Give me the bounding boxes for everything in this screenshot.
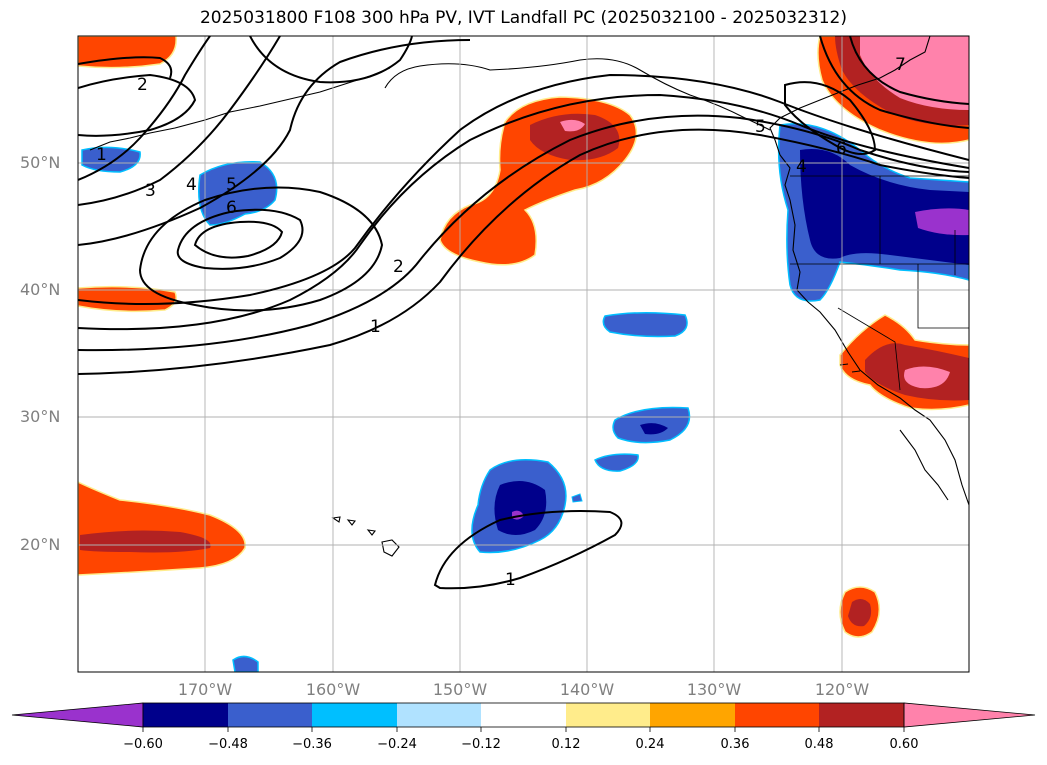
gridlines [78,36,969,672]
lon-label: 120°W [814,680,870,699]
lat-label: 20°N [20,535,61,554]
contour-1 [78,128,969,375]
colorbar-tick-label: 0.60 [889,737,919,752]
colorbar-tick-label: −0.24 [377,737,417,752]
colorbar-bin [312,703,397,727]
contour-inner-ring-b [176,208,304,270]
contour-label: 2 [137,75,148,95]
colorbar-bin [481,703,566,727]
anomaly-mid-pacific-c [594,453,639,472]
contour-label: 3 [145,181,156,201]
contour-label: 4 [186,175,197,195]
hawaii-maui [366,529,376,536]
contour-label: 6 [226,198,237,218]
contour-5 [78,39,471,246]
hawaii-kauai [331,516,341,523]
colorbar-extend-low [11,702,144,728]
contour-label: 7 [895,55,906,75]
map-area: 1 1 1 2 2 2 3 4 4 5 5 6 6 7 [78,36,969,672]
colorbar-extend-high [903,702,1036,728]
lon-label: 170°W [177,680,233,699]
colorbar-bin [143,703,228,727]
colorbar-tick-label: −0.12 [461,737,501,752]
contour-7 [78,36,211,181]
contour-2 [78,114,969,352]
colorbar-bin [566,703,650,727]
colorbar-bin [397,703,481,727]
lon-label: 160°W [305,680,361,699]
contour-inner-ring-a [138,186,384,312]
contour-4 [78,73,969,305]
lon-label: 150°W [432,680,488,699]
anomaly-top-left [78,36,177,69]
contour-3 [78,93,969,331]
colorbar-tick-label: 0.24 [635,737,665,752]
lat-label: 40°N [20,280,61,299]
colorbar-bin [819,703,904,727]
lat-label: 30°N [20,407,61,426]
colorbar-tick-label: −0.36 [292,737,332,752]
map-frame [77,35,970,673]
colorbar-tick-label: −0.48 [208,737,248,752]
colorbar-bin [735,703,819,727]
contour-label: 5 [755,117,766,137]
contour-north-loop [249,36,413,84]
anomaly-subtropical-core [494,481,547,535]
pv-contours [78,36,969,590]
anomaly-gulf-alaska-peak [560,119,585,132]
colorbar-bin [650,703,735,727]
contour-label: 6 [836,139,847,159]
contour-label: 1 [505,570,516,590]
anomaly-tiny-east [571,493,583,503]
contour-south-1 [433,510,623,590]
baja-california [899,429,949,501]
anomaly-california-peak [904,366,950,389]
contour-label: 5 [226,175,237,195]
channel-islands [839,363,861,373]
anomaly-bottom-left-core [80,530,211,553]
hawaii-big-island [381,539,400,557]
contour-low-1 [78,56,173,79]
contour-6 [78,36,281,206]
alaska-coast [384,58,771,131]
figure-title: 2025031800 F108 300 hPa PV, IVT Landfall… [199,8,847,28]
lon-label: 130°W [686,680,742,699]
colorbar-tick-label: 0.48 [804,737,834,752]
colorbar [11,702,1036,732]
contour-label: 4 [796,157,807,177]
aleutian-islands [89,67,391,151]
anomaly-mid-pacific-b-core [640,423,668,435]
north-america-coast [769,36,969,506]
contour-canada-1 [784,81,877,155]
political-boundaries [790,175,969,391]
contour-label: 1 [370,317,381,337]
contour-canada-2 [819,36,969,129]
colorbar-tick-label: 0.36 [720,737,750,752]
anomaly-bottom-edge [232,655,259,672]
anomaly-small-left [81,146,141,173]
colorbar-tick-label: −0.60 [123,737,163,752]
anomaly-pacific-nw-peak [915,208,969,236]
contour-label: 2 [393,257,404,277]
colorbar-frame [142,702,905,728]
colorbar-tick-label: 0.12 [551,737,581,752]
colorbar-bin [228,703,312,727]
contour-inner-ring-c [193,220,284,259]
anomaly-mid-pacific-a [602,311,688,338]
contour-low-2 [78,73,197,137]
coastlines [89,36,969,557]
contour-label: 1 [96,145,107,165]
contour-canada-3 [849,36,969,105]
anomaly-south-core [848,598,872,627]
lon-label: 140°W [559,680,615,699]
anomaly-canada-peak [860,36,969,110]
lat-label: 50°N [20,153,61,172]
hawaii-oahu [346,519,356,526]
